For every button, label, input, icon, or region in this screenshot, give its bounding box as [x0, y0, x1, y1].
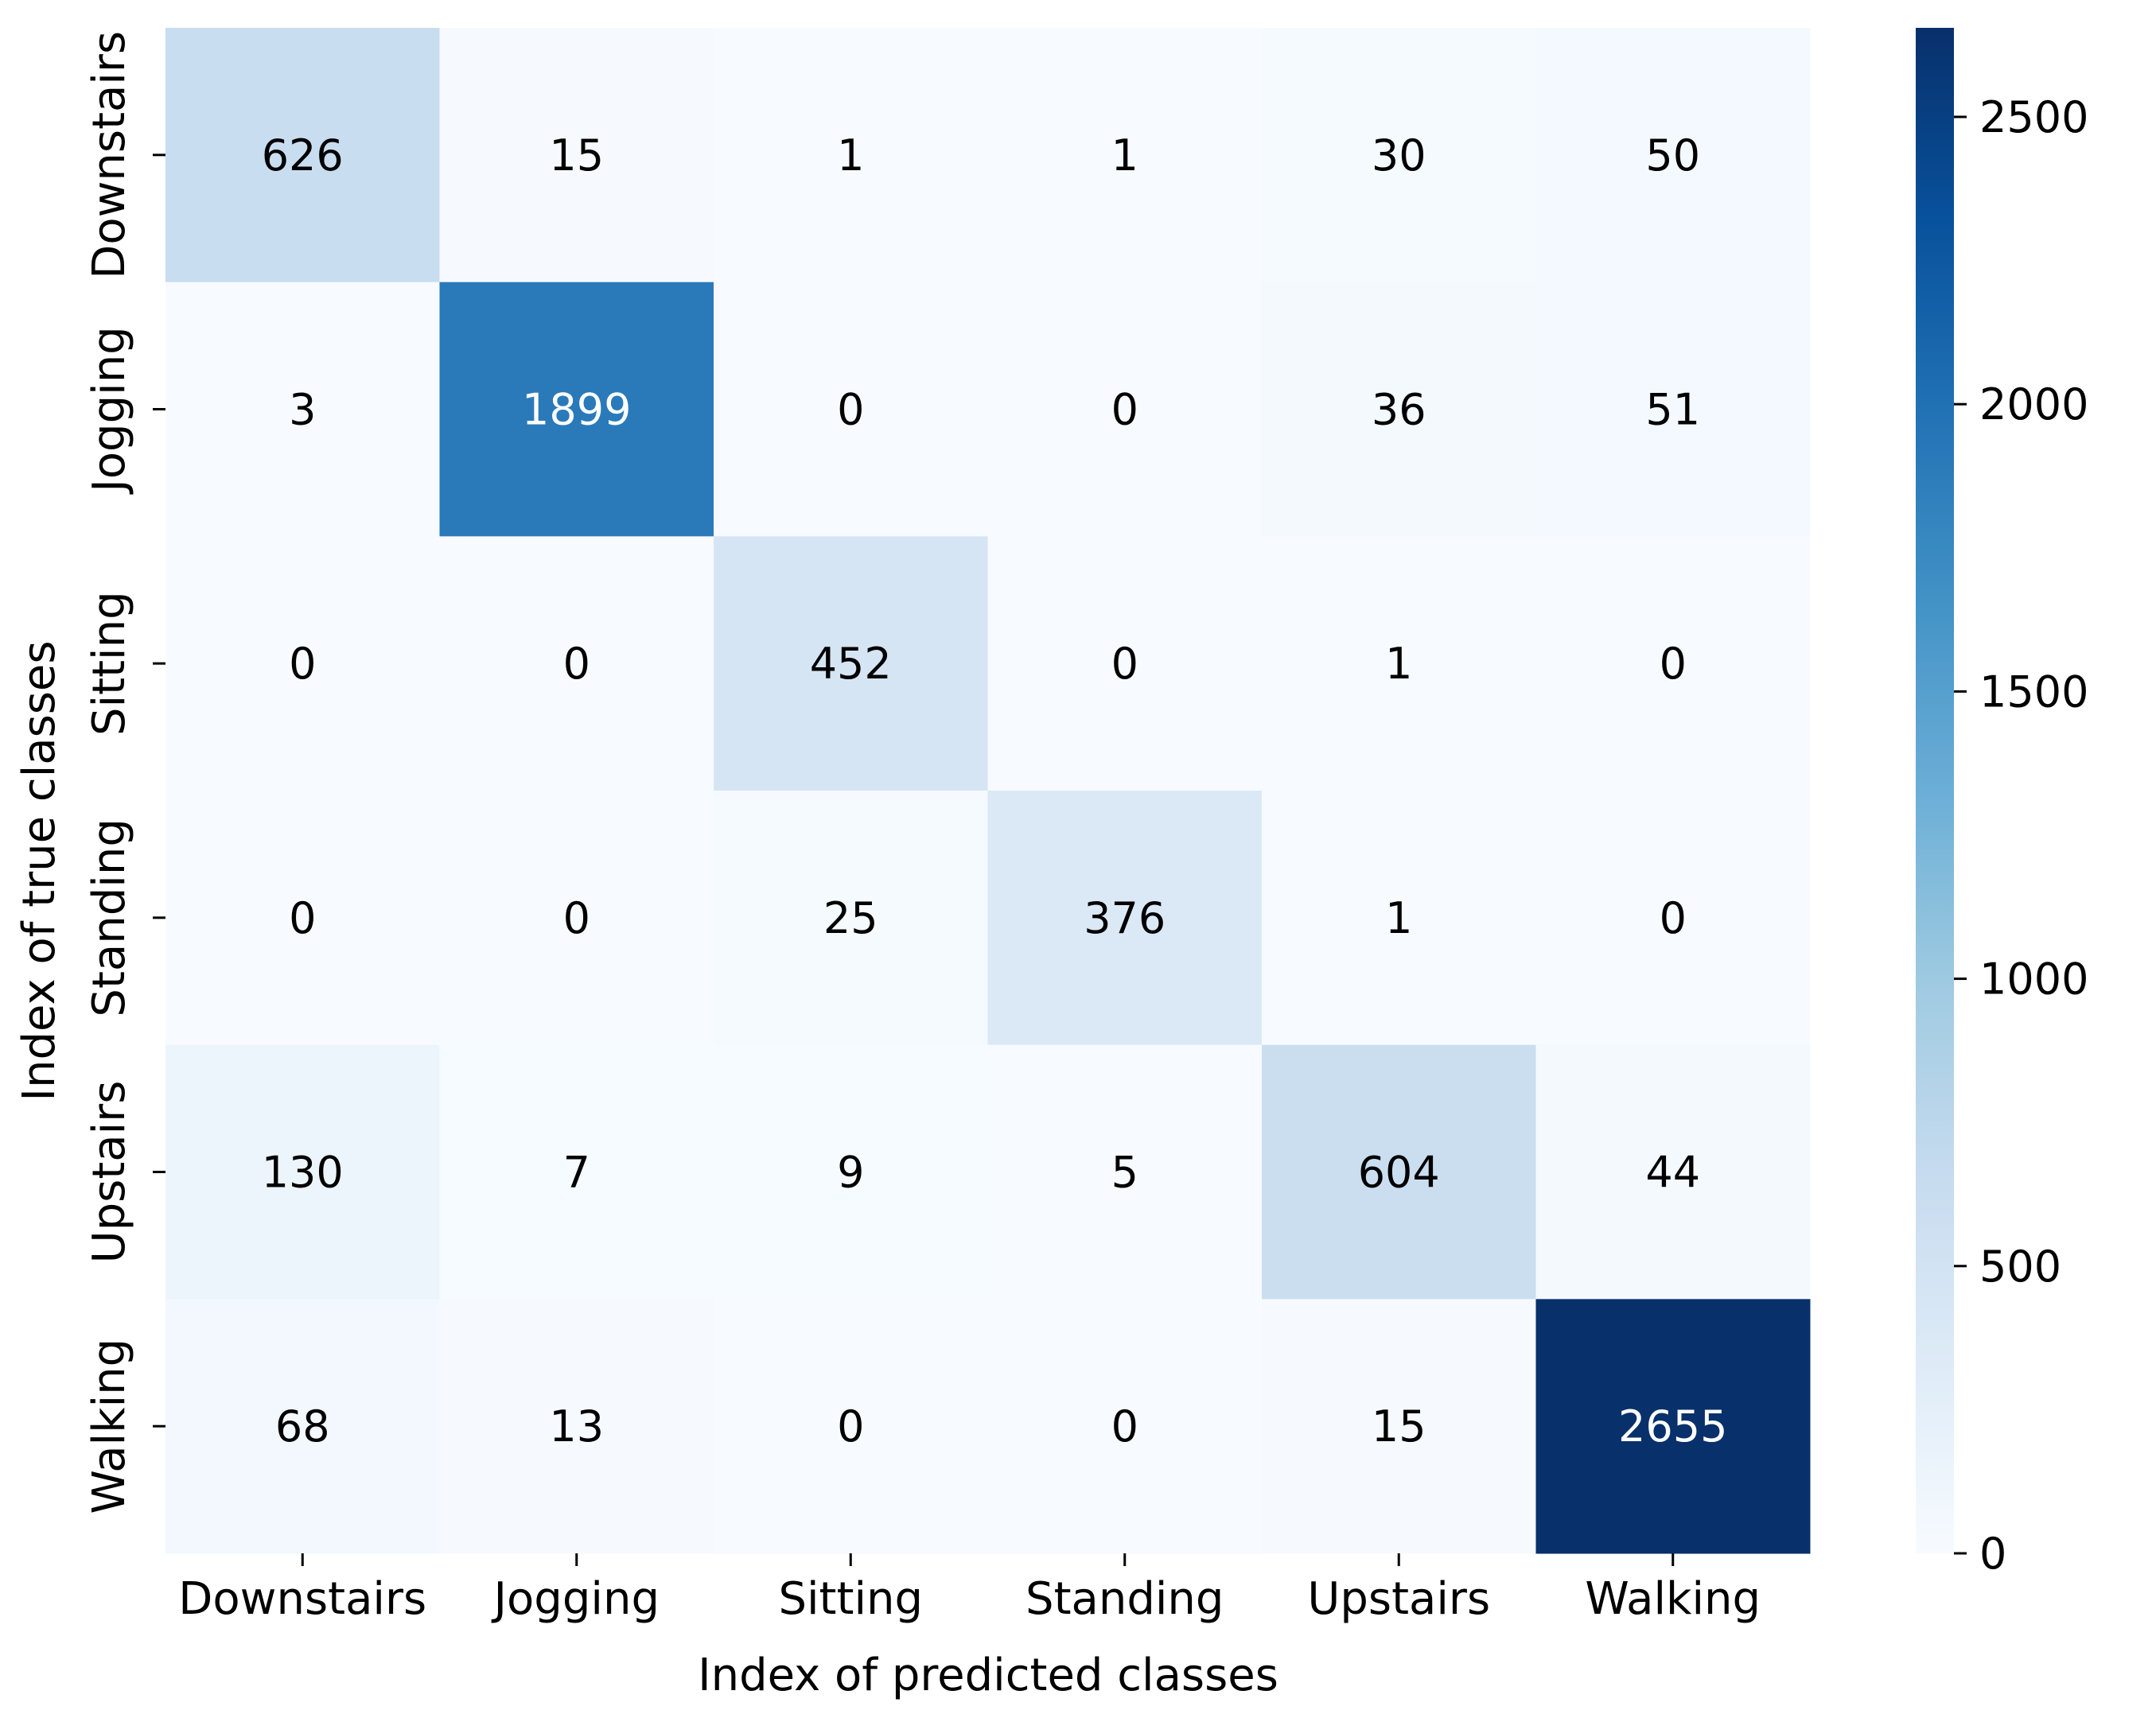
cell-jogging-walking — [1535, 282, 1811, 537]
cell-upstairs-downstairs — [165, 1044, 440, 1300]
cell-value-label: 7 — [563, 1148, 590, 1198]
cell-jogging-upstairs — [1262, 282, 1536, 537]
cell-value-label: 5 — [1111, 1148, 1138, 1198]
cell-sitting-downstairs — [165, 536, 440, 791]
cell-standing-jogging — [439, 791, 714, 1046]
cell-value-label: 44 — [1645, 1148, 1700, 1198]
cell-value-label: 1899 — [522, 385, 631, 435]
x-axis-label: Index of predicted classes — [698, 1650, 1278, 1701]
x-axis: Downstairs Jogging Sitting Standing Upstairs… — [178, 1553, 1761, 1625]
x-tick-label: Sitting — [778, 1573, 923, 1625]
cell-upstairs-jogging — [439, 1044, 714, 1300]
cell-upstairs-walking — [1535, 1044, 1811, 1300]
colorbar-tick-label: 1000 — [1979, 954, 2088, 1005]
cell-value-label: 0 — [1111, 385, 1138, 435]
cell-value-label: 0 — [1660, 893, 1687, 943]
cell-value-label: 9 — [837, 1148, 864, 1198]
heatmap-cells — [165, 28, 1811, 1554]
x-tick-label: Upstairs — [1307, 1573, 1490, 1625]
cell-value-label: 0 — [837, 1401, 864, 1452]
cell-walking-sitting — [714, 1299, 988, 1554]
cell-sitting-upstairs — [1262, 536, 1536, 791]
colorbar-tick-label: 500 — [1979, 1242, 2061, 1292]
cell-value-label: 0 — [289, 639, 316, 689]
cell-value-label: 0 — [563, 893, 590, 943]
cell-jogging-jogging — [439, 282, 714, 537]
y-tick-label: Sitting — [84, 591, 135, 736]
cell-standing-walking — [1535, 791, 1811, 1046]
cell-value-label: 1 — [1385, 893, 1412, 943]
cell-value-label: 15 — [1372, 1401, 1426, 1452]
colorbar — [1916, 28, 1954, 1553]
cell-downstairs-sitting — [714, 28, 988, 283]
colorbar-tick-label: 2500 — [1979, 92, 2088, 142]
cell-downstairs-upstairs — [1262, 28, 1536, 283]
y-axis-label: Index of true classes — [14, 640, 65, 1101]
cell-value-label: 130 — [262, 1148, 344, 1198]
cell-standing-upstairs — [1262, 791, 1536, 1046]
cell-value-label: 50 — [1645, 130, 1700, 181]
cell-value-label: 3 — [289, 385, 316, 435]
y-axis: Downstairs Jogging Sitting Standing Upstairs… — [84, 31, 165, 1514]
cell-value-label: 1 — [1385, 639, 1412, 689]
cell-sitting-walking — [1535, 536, 1811, 791]
cell-value-labels: 626 15 1 1 30 503 1899 0 0 36 510 0 452 0 1 00 0 25 376 1 01… — [262, 130, 1728, 1452]
cell-value-label: 25 — [823, 893, 878, 943]
cell-jogging-downstairs — [165, 282, 440, 537]
cell-walking-downstairs — [165, 1299, 440, 1554]
cell-jogging-standing — [987, 282, 1263, 537]
x-tick-label: Downstairs — [178, 1573, 426, 1625]
cell-value-label: 51 — [1645, 385, 1700, 435]
cell-jogging-sitting — [714, 282, 988, 537]
y-tick-label: Downstairs — [84, 31, 135, 279]
colorbar-tick-label: 1500 — [1979, 667, 2088, 717]
cell-value-label: 30 — [1372, 130, 1426, 181]
cell-value-label: 376 — [1084, 893, 1166, 943]
cell-sitting-jogging — [439, 536, 714, 791]
cell-sitting-standing — [987, 536, 1263, 791]
cell-upstairs-sitting — [714, 1044, 988, 1300]
cell-value-label: 0 — [837, 385, 864, 435]
cell-downstairs-jogging — [439, 28, 714, 283]
cell-downstairs-walking — [1535, 28, 1811, 283]
colorbar-tick-label: 0 — [1979, 1529, 2006, 1579]
cell-value-label: 0 — [289, 893, 316, 943]
colorbar-ticks: 0 500 1000 1500 2000 2500 — [1954, 92, 2088, 1579]
cell-value-label: 0 — [563, 639, 590, 689]
cell-sitting-sitting — [714, 536, 988, 791]
x-tick-label: Jogging — [492, 1573, 660, 1625]
cell-downstairs-standing — [987, 28, 1263, 283]
y-tick-label: Walking — [84, 1339, 135, 1514]
colorbar-tick-label: 2000 — [1979, 379, 2088, 429]
cell-value-label: 604 — [1358, 1148, 1440, 1198]
x-tick-label: Walking — [1585, 1573, 1761, 1625]
cell-value-label: 1 — [1111, 130, 1138, 181]
cell-value-label: 13 — [549, 1401, 604, 1452]
cell-walking-jogging — [439, 1299, 714, 1554]
cell-value-label: 36 — [1372, 385, 1426, 435]
cell-value-label: 2655 — [1618, 1401, 1727, 1452]
cell-value-label: 0 — [1660, 639, 1687, 689]
cell-walking-walking — [1535, 1299, 1811, 1554]
cell-value-label: 0 — [1111, 1401, 1138, 1452]
cell-standing-standing — [987, 791, 1263, 1046]
cell-walking-standing — [987, 1299, 1263, 1554]
cell-value-label: 15 — [549, 130, 604, 181]
cell-upstairs-standing — [987, 1044, 1263, 1300]
cell-standing-sitting — [714, 791, 988, 1046]
cell-walking-upstairs — [1262, 1299, 1536, 1554]
x-tick-label: Standing — [1025, 1573, 1224, 1625]
cell-value-label: 1 — [837, 130, 864, 181]
cell-upstairs-upstairs — [1262, 1044, 1536, 1300]
y-tick-label: Jogging — [84, 326, 135, 494]
cell-standing-downstairs — [165, 791, 440, 1046]
cell-value-label: 68 — [275, 1401, 330, 1452]
cell-downstairs-downstairs — [165, 28, 440, 283]
y-tick-label: Standing — [84, 818, 135, 1016]
cell-value-label: 452 — [810, 639, 892, 689]
y-tick-label: Upstairs — [84, 1081, 135, 1264]
cell-value-label: 0 — [1111, 639, 1138, 689]
cell-value-label: 626 — [262, 130, 344, 181]
